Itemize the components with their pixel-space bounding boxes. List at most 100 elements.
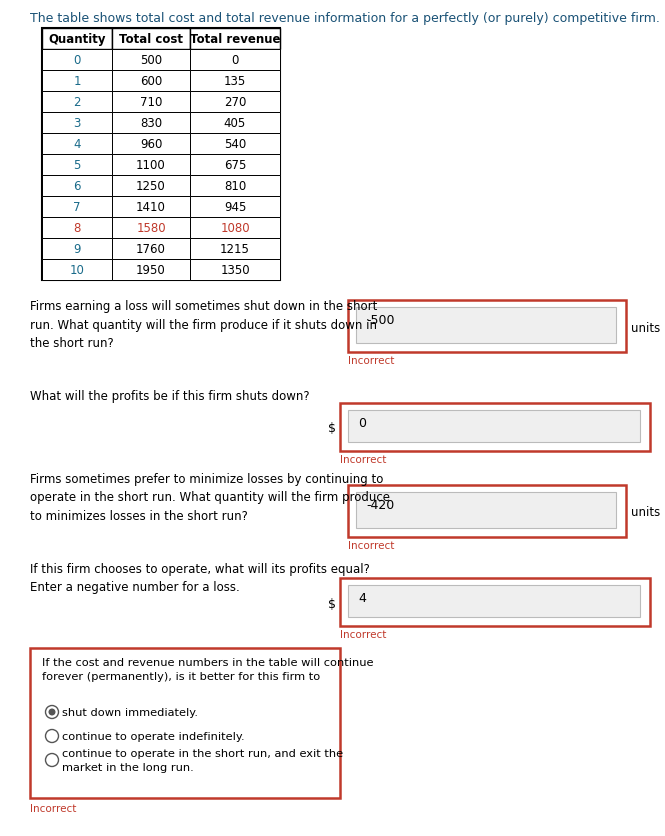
Text: 3: 3 xyxy=(73,117,80,130)
Text: 960: 960 xyxy=(140,138,162,151)
Bar xyxy=(340,578,650,626)
Bar xyxy=(42,196,112,217)
Text: units: units xyxy=(631,507,660,519)
Text: 1580: 1580 xyxy=(136,222,166,235)
Text: 135: 135 xyxy=(224,75,246,88)
Bar xyxy=(190,112,280,133)
Text: Firms earning a loss will sometimes shut down in the short
run. What quantity wi: Firms earning a loss will sometimes shut… xyxy=(30,300,377,350)
Text: 1410: 1410 xyxy=(136,201,166,214)
Bar xyxy=(190,70,280,91)
Text: What will the profits be if this firm shuts down?: What will the profits be if this firm sh… xyxy=(30,390,310,403)
Bar xyxy=(42,175,112,196)
Bar xyxy=(42,259,112,280)
Bar xyxy=(190,238,280,259)
Text: Total cost: Total cost xyxy=(119,33,183,46)
Bar xyxy=(190,217,280,238)
Text: 1080: 1080 xyxy=(220,222,250,235)
Text: Quantity: Quantity xyxy=(49,33,106,46)
Text: Incorrect: Incorrect xyxy=(348,356,394,366)
Circle shape xyxy=(45,730,59,742)
Text: If this firm chooses to operate, what will its profits equal?
Enter a negative n: If this firm chooses to operate, what wi… xyxy=(30,563,370,594)
Text: $: $ xyxy=(328,422,336,436)
Text: 0: 0 xyxy=(73,54,80,67)
Circle shape xyxy=(45,706,59,718)
Bar xyxy=(42,70,112,91)
Text: 0: 0 xyxy=(358,417,366,430)
Text: Incorrect: Incorrect xyxy=(340,455,386,465)
Bar xyxy=(190,154,280,175)
Bar xyxy=(42,28,280,280)
Bar xyxy=(112,259,190,280)
Bar xyxy=(340,403,650,451)
Text: 0: 0 xyxy=(231,54,239,67)
Text: Firms sometimes prefer to minimize losses by continuing to
operate in the short : Firms sometimes prefer to minimize losse… xyxy=(30,473,390,523)
Text: 270: 270 xyxy=(224,96,246,109)
Text: units: units xyxy=(631,322,660,334)
Text: 1215: 1215 xyxy=(220,243,250,256)
Text: 1100: 1100 xyxy=(136,159,166,172)
Bar xyxy=(112,70,190,91)
Bar xyxy=(42,28,112,49)
Bar xyxy=(112,196,190,217)
Bar xyxy=(42,238,112,259)
Bar xyxy=(30,648,340,798)
Bar xyxy=(356,307,616,343)
Text: shut down immediately.: shut down immediately. xyxy=(62,708,198,718)
Text: -500: -500 xyxy=(366,314,394,327)
Bar xyxy=(112,217,190,238)
Text: 405: 405 xyxy=(224,117,246,130)
Text: 710: 710 xyxy=(140,96,162,109)
Bar xyxy=(348,410,640,442)
Bar xyxy=(42,91,112,112)
Text: 600: 600 xyxy=(140,75,162,88)
Bar xyxy=(42,49,112,70)
Bar xyxy=(348,585,640,617)
Text: 500: 500 xyxy=(140,54,162,67)
Text: Incorrect: Incorrect xyxy=(340,630,386,640)
Bar xyxy=(348,300,626,352)
Text: 7: 7 xyxy=(73,201,80,214)
Bar xyxy=(190,91,280,112)
Text: 945: 945 xyxy=(224,201,246,214)
Bar xyxy=(348,485,626,537)
Bar xyxy=(190,175,280,196)
Text: 9: 9 xyxy=(73,243,80,256)
Text: 1: 1 xyxy=(73,75,80,88)
Bar xyxy=(190,259,280,280)
Bar xyxy=(112,238,190,259)
Bar xyxy=(190,49,280,70)
Text: $: $ xyxy=(328,598,336,610)
Bar xyxy=(42,112,112,133)
Bar xyxy=(112,112,190,133)
Text: continue to operate indefinitely.: continue to operate indefinitely. xyxy=(62,732,245,742)
Text: 675: 675 xyxy=(224,159,246,172)
Text: 6: 6 xyxy=(73,180,80,193)
Text: 540: 540 xyxy=(224,138,246,151)
Text: -420: -420 xyxy=(366,499,394,512)
Bar xyxy=(112,133,190,154)
Bar xyxy=(42,217,112,238)
Bar xyxy=(190,196,280,217)
Bar xyxy=(112,28,190,49)
Text: 5: 5 xyxy=(73,159,80,172)
Text: 1350: 1350 xyxy=(220,264,250,277)
Text: 830: 830 xyxy=(140,117,162,130)
Bar xyxy=(112,154,190,175)
Text: Incorrect: Incorrect xyxy=(30,804,76,814)
Bar xyxy=(42,133,112,154)
Text: The table shows total cost and total revenue information for a perfectly (or pur: The table shows total cost and total rev… xyxy=(30,12,660,25)
Text: continue to operate in the short run, and exit the
market in the long run.: continue to operate in the short run, an… xyxy=(62,749,343,772)
Circle shape xyxy=(45,753,59,767)
Bar xyxy=(190,28,280,49)
Text: 8: 8 xyxy=(73,222,80,235)
Circle shape xyxy=(49,708,55,716)
Text: Incorrect: Incorrect xyxy=(348,541,394,551)
Bar xyxy=(42,154,112,175)
Text: 4: 4 xyxy=(358,592,366,605)
Text: If the cost and revenue numbers in the table will continue
forever (permanently): If the cost and revenue numbers in the t… xyxy=(42,658,374,682)
Bar xyxy=(190,133,280,154)
Bar xyxy=(112,49,190,70)
Bar xyxy=(112,175,190,196)
Text: 2: 2 xyxy=(73,96,80,109)
Text: 1760: 1760 xyxy=(136,243,166,256)
